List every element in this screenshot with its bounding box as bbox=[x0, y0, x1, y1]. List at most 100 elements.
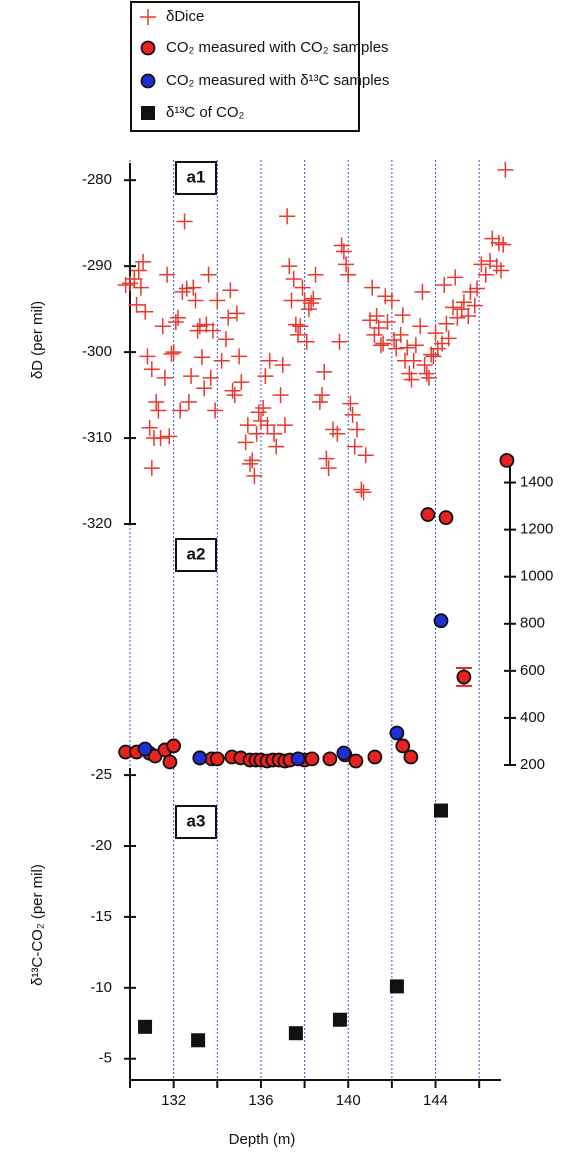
plus-marker bbox=[207, 402, 224, 419]
plus-marker bbox=[261, 352, 278, 369]
circle-marker bbox=[162, 754, 178, 770]
plus-marker bbox=[296, 292, 313, 309]
plus-marker bbox=[357, 447, 374, 464]
plus-marker bbox=[436, 277, 453, 294]
plus-marker bbox=[128, 296, 145, 313]
circle-marker bbox=[290, 751, 306, 767]
plus-marker bbox=[340, 266, 357, 283]
panel-label: a1 bbox=[187, 167, 206, 186]
plus-marker bbox=[257, 368, 274, 385]
plus-marker bbox=[135, 253, 152, 270]
square-marker bbox=[191, 1033, 206, 1048]
y-tick-label: -300 bbox=[82, 343, 112, 360]
plus-marker bbox=[137, 303, 154, 320]
circle-marker bbox=[389, 725, 405, 741]
square-marker bbox=[433, 803, 448, 818]
plus-marker bbox=[324, 421, 341, 438]
plus-marker bbox=[172, 402, 189, 419]
plus-marker bbox=[237, 434, 254, 451]
plus-marker bbox=[383, 292, 400, 309]
plus-marker bbox=[156, 369, 173, 386]
plus-marker bbox=[268, 438, 285, 455]
y-tick-label: -25 bbox=[90, 766, 112, 783]
legend-label: CO₂ measured with CO₂ samples bbox=[166, 39, 389, 56]
plus-marker bbox=[285, 271, 302, 288]
y-tick-label: 400 bbox=[520, 709, 545, 726]
plus-marker bbox=[460, 307, 477, 324]
plus-marker bbox=[143, 361, 160, 378]
plus-marker bbox=[290, 326, 307, 343]
plus-marker bbox=[427, 325, 444, 342]
plus-marker bbox=[403, 371, 420, 388]
plus-marker bbox=[353, 481, 370, 498]
circle-marker bbox=[433, 613, 449, 629]
circle-marker bbox=[140, 73, 156, 89]
y-tick-label: 1200 bbox=[520, 521, 553, 538]
plus-marker bbox=[224, 382, 241, 399]
y-tick-label: -310 bbox=[82, 429, 112, 446]
y-tick-label: -5 bbox=[99, 1050, 112, 1067]
plus-marker bbox=[438, 315, 455, 332]
circle-marker bbox=[322, 751, 338, 767]
plus-marker bbox=[348, 421, 365, 438]
panel-label: a3 bbox=[187, 811, 206, 830]
plus-marker bbox=[377, 288, 394, 305]
plus-marker bbox=[139, 348, 156, 365]
legend-label: δ¹³C of CO₂ bbox=[166, 104, 245, 121]
panel-label-box bbox=[175, 805, 217, 839]
circle-marker bbox=[336, 745, 352, 761]
plus-marker bbox=[248, 425, 265, 442]
y-tick-label: -15 bbox=[90, 908, 112, 925]
plus-marker bbox=[180, 393, 197, 410]
plus-marker bbox=[329, 425, 346, 442]
plus-marker bbox=[375, 335, 392, 352]
circle-marker bbox=[192, 750, 208, 766]
plus-marker bbox=[150, 402, 167, 419]
plus-marker bbox=[420, 369, 437, 386]
plus-marker bbox=[140, 9, 156, 25]
circle-marker bbox=[438, 510, 454, 526]
plus-marker bbox=[418, 365, 435, 382]
plus-marker bbox=[399, 339, 416, 356]
plus-marker bbox=[196, 380, 213, 397]
plus-marker bbox=[154, 318, 171, 335]
y-axis-title: δ¹³C-CO₂ (per mil) bbox=[29, 864, 46, 986]
plus-marker bbox=[194, 349, 211, 366]
plus-marker bbox=[298, 333, 315, 350]
circle-marker bbox=[395, 738, 411, 754]
plus-marker bbox=[218, 331, 235, 348]
plus-marker bbox=[488, 258, 505, 275]
plus-marker bbox=[447, 269, 464, 286]
plus-marker bbox=[159, 266, 176, 283]
plus-marker bbox=[292, 318, 309, 335]
plus-marker bbox=[305, 290, 322, 307]
square-marker bbox=[141, 106, 155, 120]
plus-marker bbox=[279, 208, 296, 225]
circle-marker bbox=[499, 453, 515, 468]
plus-marker bbox=[148, 393, 165, 410]
square-marker bbox=[288, 1026, 303, 1041]
panel-label-box bbox=[175, 538, 217, 572]
plus-marker bbox=[414, 283, 431, 300]
plus-marker bbox=[231, 348, 248, 365]
square-marker bbox=[332, 1012, 347, 1027]
plus-marker bbox=[416, 356, 433, 373]
plus-marker bbox=[440, 330, 457, 347]
plus-marker bbox=[239, 417, 256, 434]
plus-marker bbox=[493, 262, 509, 279]
y-tick-label: -10 bbox=[90, 979, 112, 996]
plus-marker bbox=[342, 395, 359, 412]
y-tick-label: 1000 bbox=[520, 568, 553, 585]
plus-marker bbox=[372, 337, 389, 354]
y-tick-label: 200 bbox=[520, 756, 545, 773]
circle-marker bbox=[140, 40, 156, 56]
plus-marker bbox=[161, 428, 178, 445]
circle-marker bbox=[420, 507, 436, 522]
plus-marker bbox=[189, 322, 206, 339]
plus-marker bbox=[259, 417, 276, 434]
plus-marker bbox=[191, 318, 208, 335]
x-axis-title: Depth (m) bbox=[229, 1131, 296, 1148]
plus-marker bbox=[126, 271, 143, 288]
plus-marker bbox=[311, 393, 328, 410]
